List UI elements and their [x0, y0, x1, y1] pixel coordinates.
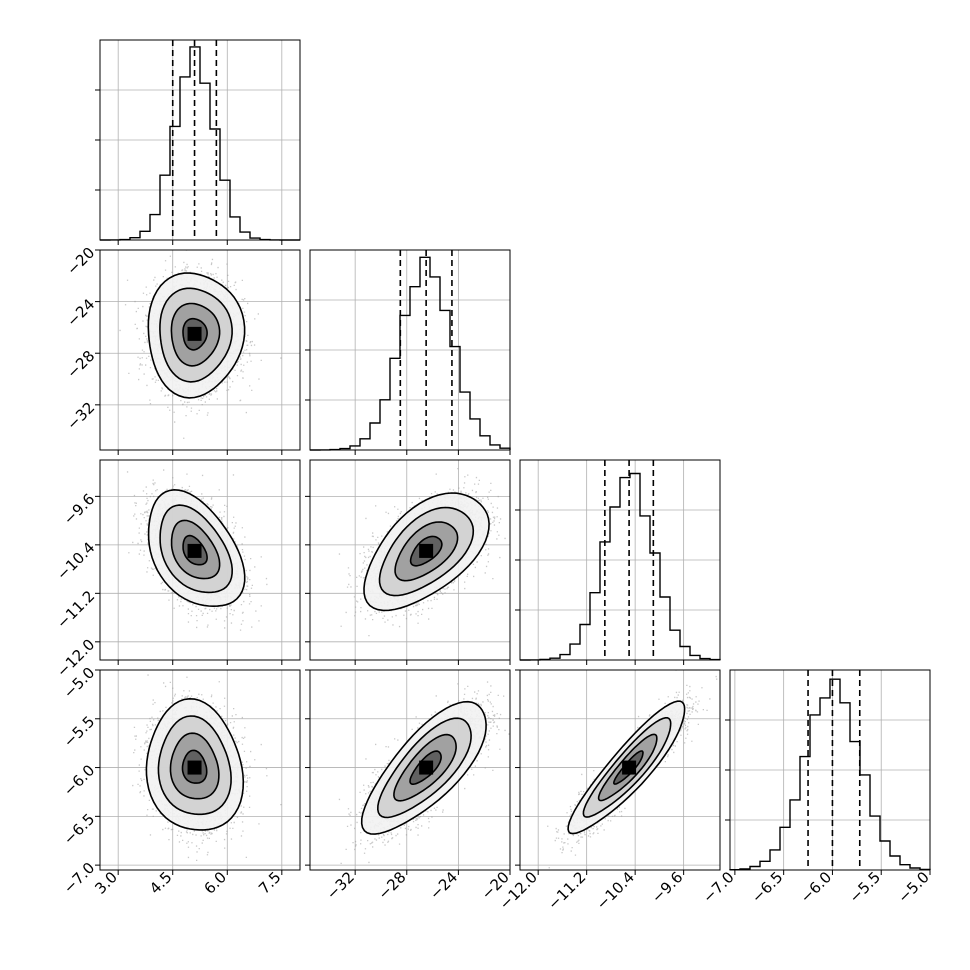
panel-frame — [519, 669, 721, 871]
contour-line-3 — [612, 750, 644, 785]
y-tick-label: −6.5 — [60, 810, 98, 848]
scatter-panel-3-1 — [305, 669, 511, 875]
panel-content — [310, 460, 510, 660]
histogram-2 — [520, 472, 721, 661]
panel-frame — [99, 459, 301, 661]
histogram-0 — [100, 46, 300, 241]
density-peak — [419, 543, 434, 558]
contour-line-3 — [182, 317, 208, 351]
histogram-panel-2 — [515, 459, 721, 665]
panel-frame — [309, 669, 511, 871]
y-tick-label: −7.0 — [60, 859, 98, 897]
x-tick-label: 6.0 — [201, 868, 231, 898]
y-tick-label: −32 — [63, 398, 98, 433]
density-peak — [622, 760, 637, 775]
contour-line-0 — [145, 697, 245, 831]
y-tick-label: −5.5 — [60, 712, 98, 750]
histogram-3 — [729, 678, 931, 871]
density-peak — [419, 760, 434, 775]
scatter-panel-3-2 — [515, 669, 721, 875]
contour-line-2 — [169, 732, 220, 800]
y-tick-label: −20 — [63, 244, 98, 279]
contour-line-1 — [157, 715, 232, 816]
histogram-panel-3 — [725, 669, 931, 875]
contour-line-0 — [567, 700, 686, 835]
panel-content — [100, 460, 300, 660]
histogram-frame-0 — [99, 39, 301, 241]
x-tick-label: −24 — [426, 868, 461, 903]
density-peak — [187, 543, 202, 558]
x-tick-label: −11.2 — [544, 868, 589, 913]
density-peak — [187, 326, 202, 341]
x-tick-label: −28 — [374, 868, 409, 903]
panel-content — [310, 670, 510, 870]
panel-frame — [99, 669, 301, 871]
histogram-panel-1 — [305, 249, 511, 455]
contour-line-0 — [360, 700, 487, 835]
contour-line-0 — [363, 492, 490, 612]
contour-line-2 — [170, 519, 221, 580]
histogram-frame-1 — [309, 249, 511, 451]
histogram-frame-2 — [519, 459, 721, 661]
contour-line-1 — [159, 504, 234, 594]
contour-line-1 — [159, 287, 233, 383]
y-tick-label: −6.0 — [60, 761, 98, 799]
contour-line-3 — [409, 750, 442, 785]
histogram-panel-0 — [95, 39, 301, 245]
panel-frame — [309, 459, 511, 661]
x-tick-label: 7.5 — [255, 868, 285, 898]
contour-line-3 — [409, 535, 443, 567]
panel-content — [100, 670, 300, 870]
histogram-frame-3 — [729, 669, 931, 871]
panel-content — [520, 670, 720, 870]
contour-line-2 — [394, 521, 459, 582]
scatter-panel-3-0 — [95, 669, 301, 875]
contour-line-3 — [181, 749, 208, 784]
scatter-panel-2-0 — [95, 459, 301, 665]
y-tick-label: −11.2 — [53, 587, 98, 632]
x-tick-label: −5.5 — [846, 868, 884, 906]
y-tick-label: −24 — [63, 295, 98, 330]
x-tick-label: −6.5 — [748, 868, 786, 906]
x-tick-label: −32 — [323, 868, 358, 903]
y-tick-label: −28 — [63, 347, 98, 382]
contour-line-0 — [147, 488, 246, 608]
contour-line-3 — [182, 534, 208, 566]
contour-line-1 — [378, 506, 475, 597]
contour-line-0 — [147, 272, 246, 399]
x-tick-label: −10.4 — [593, 868, 638, 913]
contour-line-1 — [376, 717, 472, 819]
histogram-1 — [310, 256, 511, 451]
panel-content — [100, 250, 300, 450]
panel-frame — [99, 249, 301, 451]
x-tick-label: −6.0 — [797, 868, 835, 906]
x-tick-label: 4.5 — [146, 868, 176, 898]
contour-line-2 — [393, 733, 457, 802]
contour-line-2 — [597, 733, 658, 802]
contour-line-1 — [582, 717, 672, 818]
scatter-panel-1-0 — [95, 249, 301, 455]
x-tick-label: −9.6 — [648, 868, 686, 906]
scatter-panel-2-1 — [305, 459, 511, 665]
x-tick-label: −7.0 — [699, 868, 737, 906]
x-tick-label: −5.0 — [894, 868, 932, 906]
contour-line-2 — [170, 302, 221, 367]
y-tick-label: −9.6 — [60, 490, 98, 528]
y-tick-label: −10.4 — [53, 538, 98, 583]
density-peak — [187, 760, 202, 775]
